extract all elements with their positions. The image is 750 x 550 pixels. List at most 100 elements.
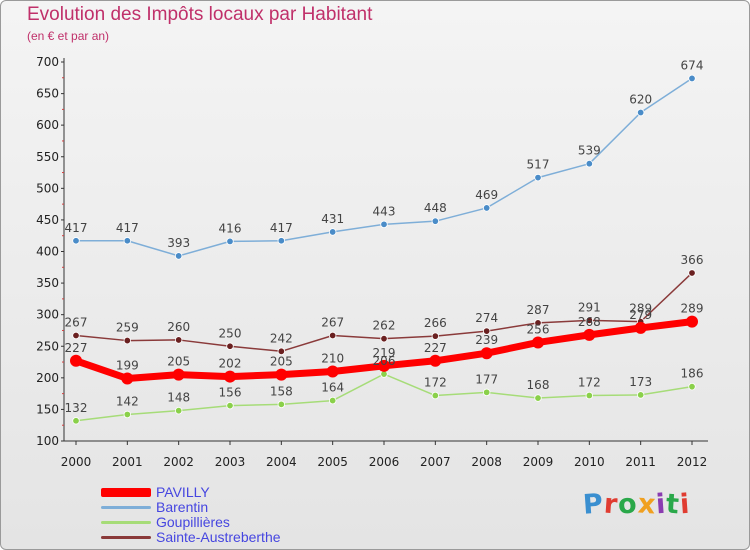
x-tick-label: 2006 [369, 455, 400, 469]
data-point-barentin [174, 252, 183, 260]
data-label-barentin: 393 [167, 236, 190, 250]
data-label-pavilly: 205 [270, 355, 293, 369]
data-point-goupillieres [72, 417, 80, 425]
data-label-sainte-austreberthe: 242 [270, 331, 293, 345]
data-point-goupillieres [585, 391, 594, 400]
data-label-barentin: 417 [270, 221, 293, 235]
data-point-goupillieres [174, 406, 183, 415]
y-tick-label: 550 [36, 150, 59, 164]
data-label-barentin: 443 [373, 204, 396, 218]
legend-swatch [101, 506, 151, 509]
data-label-pavilly: 256 [527, 322, 550, 336]
data-label-sainte-austreberthe: 250 [219, 326, 242, 340]
proxiti-logo: Proxiti [581, 488, 692, 521]
data-point-pavilly [172, 368, 185, 381]
x-tick-label: 2012 [677, 455, 708, 469]
data-point-goupillieres [534, 394, 542, 402]
y-tick-label: 100 [36, 434, 59, 448]
data-label-sainte-austreberthe: 291 [578, 300, 601, 314]
data-labels: 417 417 393 416 417 431 443 448 469 517 539 620 674 1… [65, 58, 704, 414]
y-tick-label: 700 [36, 55, 59, 69]
y-tick-label: 450 [36, 213, 59, 227]
data-label-barentin: 448 [424, 201, 447, 215]
data-label-goupillieres: 142 [116, 394, 139, 408]
data-point-goupillieres [482, 388, 491, 397]
x-tick-label: 2011 [625, 455, 656, 469]
data-point-barentin [380, 220, 388, 229]
data-point-pavilly [224, 370, 236, 383]
data-point-barentin [636, 108, 645, 117]
data-point-barentin [482, 204, 491, 212]
data-label-pavilly: 279 [629, 308, 652, 322]
logo-letter: o [617, 488, 639, 521]
data-point-barentin [688, 74, 696, 83]
data-point-pavilly [429, 354, 442, 367]
data-point-barentin [585, 159, 594, 168]
data-point-goupillieres [123, 410, 132, 419]
data-point-barentin [277, 237, 286, 245]
x-tick-label: 2009 [523, 455, 554, 469]
data-label-barentin: 416 [219, 221, 242, 235]
data-label-goupillieres: 158 [270, 384, 293, 398]
y-tick-label: 350 [36, 276, 59, 290]
data-label-goupillieres: 177 [475, 372, 498, 386]
x-tick-label: 2007 [420, 455, 451, 469]
data-label-sainte-austreberthe: 289 [629, 302, 652, 316]
data-label-sainte-austreberthe: 274 [475, 311, 498, 325]
data-point-sainte-austreberthe [328, 331, 337, 340]
y-tick-label: 200 [36, 371, 59, 385]
x-tick-label: 2005 [317, 455, 348, 469]
data-label-barentin: 469 [475, 188, 498, 202]
y-tick-label: 300 [36, 308, 59, 322]
data-point-sainte-austreberthe [688, 269, 696, 277]
data-point-goupillieres [431, 391, 440, 400]
data-point-sainte-austreberthe [123, 336, 132, 345]
logo-letter: x [636, 488, 658, 521]
legend-swatch [101, 536, 151, 539]
data-label-goupillieres: 132 [65, 401, 88, 415]
data-label-goupillieres: 164 [321, 381, 344, 395]
y-tick-label: 150 [36, 402, 59, 416]
data-label-barentin: 517 [527, 158, 550, 172]
y-tick-label: 250 [36, 339, 59, 353]
x-tick-label: 2002 [163, 455, 194, 469]
data-label-sainte-austreberthe: 267 [65, 316, 88, 330]
data-point-goupillieres [277, 400, 286, 409]
logo-letter: P [581, 488, 605, 521]
y-tick-label: 650 [36, 87, 59, 101]
data-label-goupillieres: 168 [527, 378, 550, 392]
data-label-goupillieres: 172 [578, 376, 601, 390]
axes: 100 150 200 250 300 350 400 450 500 550 600 650 700 2… [36, 55, 708, 469]
data-point-pavilly [532, 336, 544, 349]
y-tick-label: 600 [36, 118, 59, 132]
data-point-sainte-austreberthe [277, 347, 286, 356]
data-point-sainte-austreberthe [431, 332, 440, 340]
data-label-barentin: 417 [116, 221, 139, 235]
logo-letter: i [679, 488, 692, 521]
data-label-pavilly: 210 [321, 352, 344, 366]
data-label-sainte-austreberthe: 266 [424, 316, 447, 330]
data-point-barentin [328, 228, 337, 236]
data-point-goupillieres [636, 391, 645, 399]
legend-label: PAVILLY [156, 484, 210, 500]
data-label-pavilly: 205 [167, 355, 190, 369]
chart-title: Evolution des Impôts locaux par Habitant [27, 4, 373, 25]
y-tick-label: 500 [36, 181, 59, 195]
data-point-barentin [72, 237, 80, 245]
data-point-pavilly [326, 365, 339, 378]
data-label-goupillieres: 186 [681, 367, 704, 381]
data-point-pavilly [686, 315, 698, 328]
data-label-pavilly: 289 [681, 302, 704, 316]
data-point-barentin [431, 217, 440, 225]
data-point-barentin [226, 237, 234, 246]
data-label-barentin: 620 [629, 93, 652, 107]
data-point-barentin [123, 237, 132, 245]
series-layer [70, 74, 698, 425]
x-tick-label: 2000 [61, 455, 92, 469]
legend-swatch [101, 488, 151, 497]
data-label-pavilly: 239 [475, 333, 498, 347]
data-point-sainte-austreberthe [585, 316, 594, 325]
data-label-goupillieres: 206 [373, 354, 396, 368]
